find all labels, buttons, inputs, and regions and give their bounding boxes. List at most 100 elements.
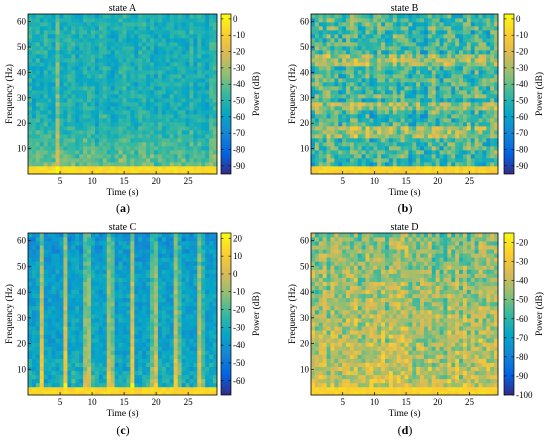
spectrogram-image bbox=[311, 233, 499, 396]
colorbar-tick-label: -30 bbox=[233, 322, 245, 332]
x-tick-label: 5 bbox=[340, 397, 345, 407]
colorbar-label: Power (dB) bbox=[251, 292, 262, 336]
colorbar-label: Power (dB) bbox=[251, 72, 262, 116]
colorbar-tick-label: -50 bbox=[516, 96, 528, 106]
y-tick-label: 10 bbox=[300, 144, 310, 154]
axes-frame bbox=[310, 232, 499, 396]
colorbar-tick-label: -50 bbox=[516, 295, 528, 305]
colorbar-tick-label: 0 bbox=[233, 14, 238, 24]
x-tick-label: 20 bbox=[152, 176, 162, 186]
y-tick-label: 30 bbox=[17, 313, 27, 323]
colorbar-tick-label: -80 bbox=[516, 352, 528, 362]
colorbar-tick-label: -40 bbox=[233, 340, 245, 350]
colorbar-label: Power (dB) bbox=[534, 292, 545, 336]
y-tick-label: 20 bbox=[300, 339, 310, 349]
colorbar-tick-label: -30 bbox=[516, 257, 528, 267]
colorbar-tick-label: -20 bbox=[233, 305, 245, 315]
panel-label: (b) bbox=[398, 201, 413, 215]
colorbar-tick-label: -20 bbox=[516, 238, 528, 248]
colorbar-tick-label: -10 bbox=[516, 30, 528, 40]
x-tick-label: 20 bbox=[433, 176, 443, 186]
y-axis-label: Frequency (Hz) bbox=[4, 284, 15, 344]
x-tick-label: 25 bbox=[465, 397, 475, 407]
colorbar-tick-label: -70 bbox=[516, 128, 528, 138]
y-tick-label: 20 bbox=[300, 118, 310, 128]
panel-d: state D 5 10 15 20 25 10 20 30 40 50 60 Time (s) Freq… bbox=[287, 222, 545, 437]
colorbar-tick-label: -10 bbox=[233, 287, 245, 297]
x-axis-label: Time (s) bbox=[388, 187, 420, 198]
x-tick-label: 15 bbox=[120, 176, 130, 186]
colorbar: -20 -30 -40 -50 -60 -70 -80 -90 -100 Power (dB) bbox=[503, 232, 545, 400]
x-tick-label: 15 bbox=[402, 176, 412, 186]
colorbar-tick-label: -10 bbox=[233, 30, 245, 40]
colorbar-tick-label: -50 bbox=[233, 358, 245, 368]
y-tick-label: 10 bbox=[300, 364, 310, 374]
panel-title: state B bbox=[391, 3, 419, 14]
y-tick-label: 40 bbox=[17, 67, 27, 77]
colorbar-tick-label: -100 bbox=[516, 390, 533, 400]
panel-c: state C 5 10 15 20 25 10 20 30 40 50 60 Time (s) Freq… bbox=[4, 222, 262, 437]
colorbar-tick-label: -40 bbox=[233, 79, 245, 89]
spectrogram-image bbox=[311, 14, 499, 175]
y-tick-label: 50 bbox=[300, 42, 310, 52]
y-tick-label: 10 bbox=[17, 144, 27, 154]
x-tick-label: 10 bbox=[88, 176, 98, 186]
colorbar: 20 10 0 -10 -20 -30 -40 -50 -60 Power (dB) bbox=[220, 232, 262, 396]
panel-a: state A 5 10 15 20 25 10 20 30 40 50 60 Time (s) Freq… bbox=[4, 3, 262, 215]
colorbar-tick-label: 20 bbox=[233, 233, 243, 243]
x-tick-label: 25 bbox=[465, 176, 475, 186]
colorbar-tick-label: -80 bbox=[516, 145, 528, 155]
colorbar-label: Power (dB) bbox=[534, 72, 545, 116]
panel-title: state C bbox=[109, 222, 137, 233]
colorbar-tick-label: -30 bbox=[516, 63, 528, 73]
colorbar-tick-label: -90 bbox=[516, 161, 528, 171]
colorbar-tick-label: -70 bbox=[516, 333, 528, 343]
x-tick-label: 10 bbox=[370, 397, 380, 407]
y-tick-label: 50 bbox=[17, 42, 27, 52]
panel-label: (a) bbox=[116, 201, 130, 215]
y-tick-label: 20 bbox=[17, 339, 27, 349]
spectrogram-image bbox=[28, 233, 218, 396]
x-tick-label: 10 bbox=[88, 397, 98, 407]
y-axis-label: Frequency (Hz) bbox=[287, 64, 298, 124]
colorbar-tick-label: -40 bbox=[516, 79, 528, 89]
axes-frame bbox=[310, 13, 499, 175]
x-tick-label: 20 bbox=[433, 397, 443, 407]
axes-frame bbox=[27, 13, 218, 175]
y-tick-label: 40 bbox=[300, 67, 310, 77]
x-axis-label: Time (s) bbox=[106, 408, 138, 419]
x-tick-label: 25 bbox=[184, 176, 194, 186]
colorbar-tick-label: -40 bbox=[516, 276, 528, 286]
x-tick-label: 5 bbox=[58, 176, 63, 186]
x-tick-label: 20 bbox=[152, 397, 162, 407]
y-tick-label: 60 bbox=[300, 17, 310, 27]
spectrogram-image bbox=[28, 14, 218, 175]
colorbar-tick-label: -90 bbox=[233, 161, 245, 171]
y-tick-label: 50 bbox=[17, 261, 27, 271]
colorbar: 0 -10 -20 -30 -40 -50 -60 -70 -80 -90 Power (dB) bbox=[503, 13, 545, 175]
y-tick-label: 30 bbox=[17, 93, 27, 103]
y-tick-label: 10 bbox=[17, 364, 27, 374]
y-tick-label: 60 bbox=[300, 236, 310, 246]
colorbar-tick-label: -60 bbox=[516, 314, 528, 324]
colorbar: 0 -10 -20 -30 -40 -50 -60 -70 -80 -90 Power (dB) bbox=[220, 13, 262, 175]
x-axis-label: Time (s) bbox=[388, 408, 420, 419]
colorbar-tick-label: 10 bbox=[233, 251, 243, 261]
x-tick-label: 5 bbox=[58, 397, 63, 407]
x-tick-label: 5 bbox=[340, 176, 345, 186]
colorbar-tick-label: -20 bbox=[233, 47, 245, 57]
colorbar-tick-label: -60 bbox=[516, 112, 528, 122]
y-tick-label: 30 bbox=[300, 313, 310, 323]
y-tick-label: 60 bbox=[17, 17, 27, 27]
panel-title: state D bbox=[390, 222, 418, 233]
x-tick-label: 15 bbox=[120, 397, 130, 407]
y-tick-label: 20 bbox=[17, 118, 27, 128]
colorbar-tick-label: -70 bbox=[233, 128, 245, 138]
colorbar-tick-label: 0 bbox=[233, 269, 238, 279]
y-tick-label: 40 bbox=[17, 287, 27, 297]
panel-label: (d) bbox=[398, 423, 413, 437]
colorbar-tick-label: -80 bbox=[233, 145, 245, 155]
colorbar-tick-label: -20 bbox=[516, 47, 528, 57]
colorbar-tick-label: -90 bbox=[516, 371, 528, 381]
